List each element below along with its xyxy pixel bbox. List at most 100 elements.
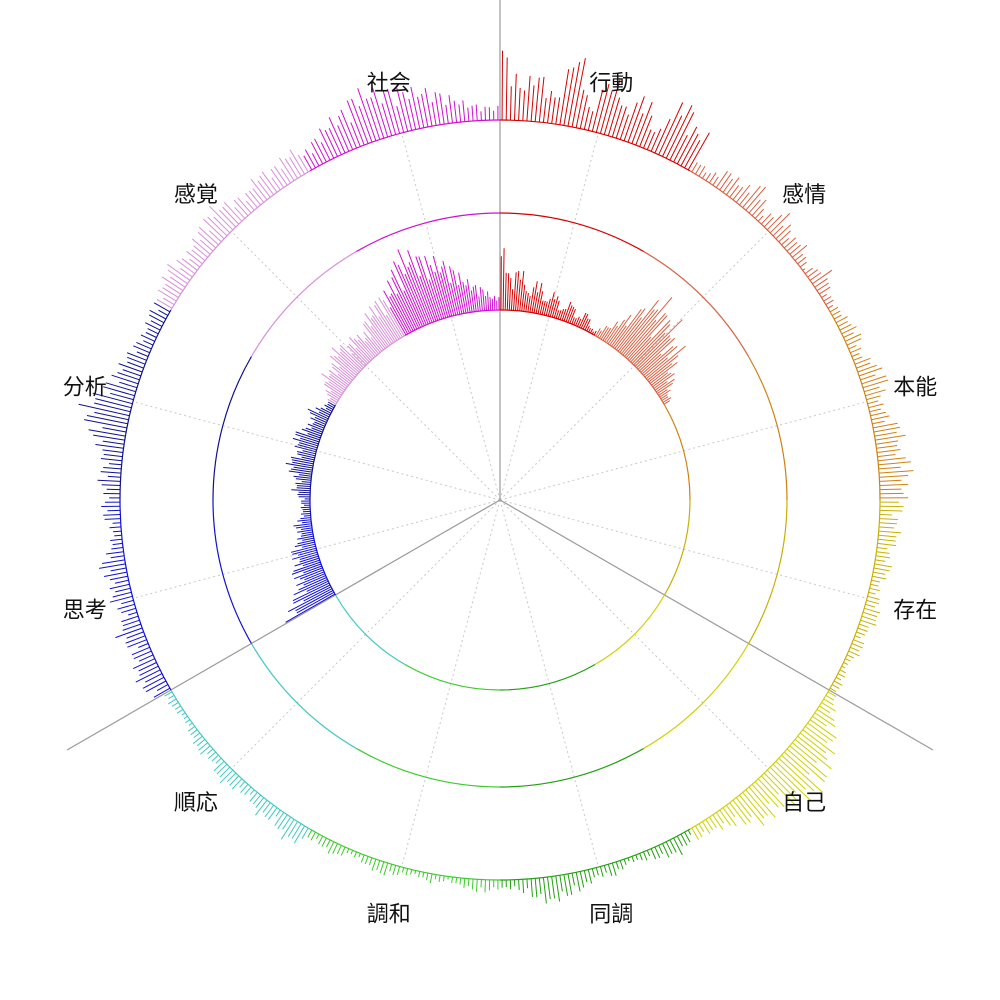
category-label: 思考	[63, 598, 107, 623]
inner-bar	[374, 305, 398, 341]
outer-bar	[128, 611, 138, 616]
outer-bar	[278, 157, 295, 181]
inner-bar	[541, 300, 546, 315]
outer-bar	[328, 117, 346, 154]
outer-bar	[127, 356, 146, 365]
inner-bar	[298, 577, 327, 591]
middle-ring-arc	[499, 212, 644, 252]
inner-bar	[378, 316, 396, 342]
inner-bar	[389, 296, 410, 334]
inner-bar	[293, 523, 312, 527]
inner-bar	[348, 343, 369, 364]
outer-bar	[255, 799, 268, 816]
outer-bar	[745, 186, 766, 211]
outer-bar	[841, 326, 857, 335]
outer-bar	[877, 457, 906, 462]
outer-bar	[877, 538, 896, 542]
outer-bar	[223, 201, 243, 222]
outer-ring-arc	[309, 828, 501, 881]
inner-bar	[535, 283, 543, 314]
inner-bar	[323, 383, 342, 396]
outer-bar	[101, 484, 121, 486]
inner-bar	[575, 316, 580, 326]
inner-bar	[293, 578, 328, 596]
inner-bar	[543, 301, 548, 316]
inner-bar	[314, 421, 326, 427]
inner-bar	[309, 412, 328, 422]
outer-bar	[112, 522, 121, 524]
inner-bar	[428, 279, 443, 320]
outer-bar	[340, 109, 357, 149]
inner-bar	[472, 286, 477, 312]
outer-bar	[97, 479, 121, 482]
inner-bar	[327, 401, 336, 407]
outer-bar	[831, 684, 840, 690]
outer-bar	[827, 691, 837, 698]
outer-bar	[859, 623, 869, 628]
outer-bar	[877, 454, 896, 458]
inner-bar	[651, 372, 669, 386]
inner-bar	[294, 567, 323, 580]
outer-bar	[360, 854, 365, 863]
outer-bar	[591, 868, 595, 878]
outer-bar	[94, 402, 131, 413]
outer-bar	[873, 422, 898, 429]
outer-bar	[825, 299, 834, 306]
outer-bar	[571, 58, 586, 127]
outer-bar	[846, 654, 855, 659]
outer-bar	[353, 851, 357, 858]
inner-bar	[325, 407, 333, 412]
inner-ring-arc	[499, 309, 596, 336]
inner-bar	[307, 433, 321, 439]
inner-ring-arc	[664, 499, 691, 596]
outer-bar	[658, 845, 664, 855]
outer-bar	[229, 775, 240, 786]
outer-bar	[821, 293, 827, 299]
inner-bar	[393, 261, 423, 327]
outer-bar	[646, 132, 656, 150]
inner-bar	[645, 345, 686, 380]
inner-bar	[370, 337, 383, 352]
outer-bar	[848, 344, 857, 350]
outer-bar	[383, 862, 389, 876]
outer-bar	[611, 862, 617, 876]
outer-bar	[878, 461, 911, 466]
outer-bar	[126, 352, 147, 361]
inner-bar	[627, 315, 668, 360]
outer-bar	[595, 867, 599, 876]
inner-bar	[298, 474, 312, 477]
outer-bar	[270, 168, 285, 188]
inner-bar	[297, 539, 315, 545]
inner-bar	[295, 482, 311, 485]
outer-bar	[859, 367, 883, 377]
outer-bar	[255, 797, 265, 809]
inner-bar	[584, 319, 591, 331]
outer-bar	[676, 835, 684, 847]
inner-bar	[295, 590, 334, 612]
inner-bar	[612, 309, 642, 348]
outer-bar	[455, 877, 458, 884]
inner-bar	[465, 285, 471, 313]
outer-bar	[827, 304, 834, 309]
outer-bar	[825, 694, 835, 701]
inner-bar	[339, 351, 361, 372]
outer-bar	[267, 807, 278, 820]
outer-bar	[346, 100, 365, 146]
outer-bar	[781, 238, 790, 246]
inner-bar	[320, 407, 332, 414]
inner-bar	[604, 321, 619, 342]
outer-bar	[381, 103, 393, 136]
grid-spoke	[499, 499, 770, 770]
outer-bar	[772, 225, 784, 237]
outer-ring-arc	[499, 828, 691, 881]
outer-bar	[705, 819, 714, 831]
outer-bar	[623, 102, 638, 141]
inner-bar	[578, 312, 587, 328]
outer-bar	[538, 76, 545, 123]
outer-bar	[121, 615, 139, 623]
inner-bar	[302, 559, 320, 567]
outer-bar	[143, 340, 154, 346]
inner-bar	[487, 291, 490, 311]
inner-bar	[291, 459, 314, 465]
outer-bar	[365, 98, 381, 140]
